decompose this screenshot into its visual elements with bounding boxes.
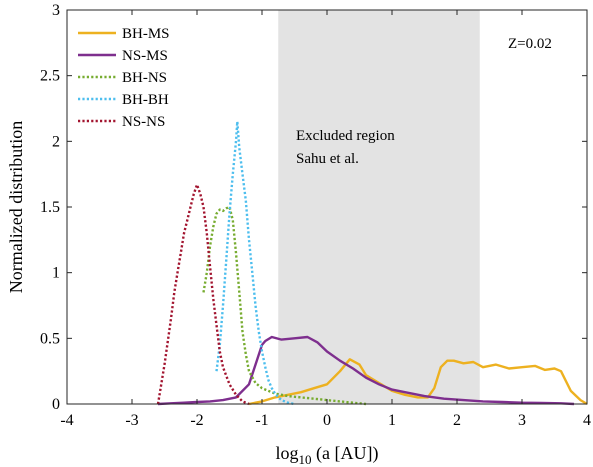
x-axis-title: log10 (a [AU]) <box>276 443 379 467</box>
y-tick-label: 1 <box>52 265 60 282</box>
x-tick-label: -3 <box>125 412 138 429</box>
x-tick-label: 3 <box>518 412 526 429</box>
legend-label-bh-ms: BH-MS <box>122 26 170 42</box>
y-tick-label: 1.5 <box>40 199 60 216</box>
x-tick-label: -2 <box>190 412 203 429</box>
metallicity-label: Z=0.02 <box>508 36 552 52</box>
x-tick-label: 0 <box>323 412 331 429</box>
series-layer <box>156 120 588 406</box>
x-axis-title-rest: (a [AU]) <box>312 443 379 464</box>
x-tick-label: 1 <box>388 412 396 429</box>
series-line-bh-ns <box>202 205 367 406</box>
excluded-region <box>278 10 480 404</box>
legend-label-ns-ms: NS-MS <box>122 48 168 64</box>
y-tick-label: 3 <box>52 2 60 19</box>
x-tick-label: -4 <box>60 412 73 429</box>
excluded-region-label-line2: Sahu et al. <box>296 151 359 167</box>
series-line-ns-ns <box>156 183 250 406</box>
legend-label-ns-ns: NS-NS <box>122 114 165 130</box>
x-tick-label: 4 <box>583 412 591 429</box>
excluded-region-label-line1: Excluded region <box>296 128 395 144</box>
series-line-ns-ms <box>157 335 575 406</box>
y-tick-label: 0.5 <box>40 330 60 347</box>
series-line-bh-bh <box>215 120 295 406</box>
y-tick-label: 2 <box>52 133 60 150</box>
y-axis-title: Normalized distribution <box>6 121 26 293</box>
x-tick-label: -1 <box>255 412 268 429</box>
y-tick-label: 2.5 <box>40 68 60 85</box>
excluded-region-shade <box>278 10 480 404</box>
x-axis-title-subscript: 10 <box>299 452 312 467</box>
y-tick-label: 0 <box>52 396 60 413</box>
legend-label-bh-ns: BH-NS <box>122 70 167 86</box>
x-tick-label: 2 <box>453 412 461 429</box>
legend: BH-MS NS-MS BH-NS BH-BH NS-NS <box>78 26 170 130</box>
series-line-bh-ms <box>248 358 588 406</box>
x-axis-title-log: log <box>276 443 299 463</box>
ticks: -4 -3 -2 -1 0 1 2 3 4 0 0.5 1 1.5 2 2.5 3 <box>40 2 591 429</box>
legend-label-bh-bh: BH-BH <box>122 92 169 108</box>
